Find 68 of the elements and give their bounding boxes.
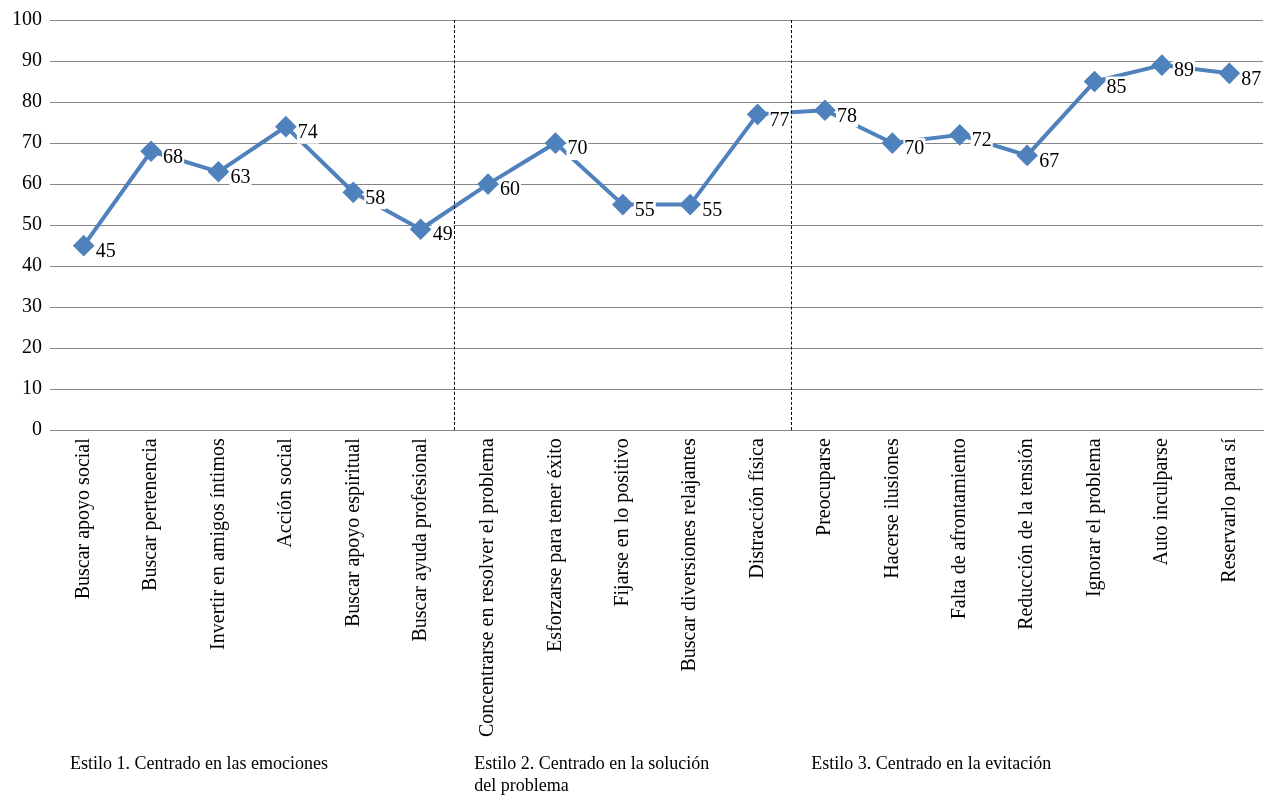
y-tick-label: 10 (22, 376, 42, 399)
point (612, 194, 633, 215)
text: Estilo 3. Centrado en la evitación (811, 752, 1053, 774)
x-tick-label: Fijarse en lo positivo (610, 438, 634, 607)
point (1084, 71, 1105, 92)
point (545, 133, 566, 154)
y-tick-label: 100 (12, 7, 42, 30)
data-label: 77 (769, 107, 790, 130)
y-tick-label: 70 (22, 130, 42, 153)
data-label: 63 (230, 165, 251, 188)
data-label: 72 (971, 128, 992, 151)
x-tick-label: Preocuparse (812, 438, 836, 536)
point (343, 182, 364, 203)
data-label: 49 (432, 222, 453, 245)
x-tick-label: Hacerse ilusiones (879, 438, 902, 579)
data-label: 70 (904, 136, 925, 159)
point (882, 133, 903, 154)
text: Estilo 2. Centrado en la solución del problema (474, 752, 711, 796)
x-tick-label: Buscar apoyo espiritual (340, 437, 364, 628)
point (275, 116, 296, 137)
x-tick-label: Acción social (273, 437, 296, 548)
point (208, 161, 229, 182)
point (680, 194, 701, 215)
y-tick-label: 60 (22, 171, 42, 194)
point (1219, 63, 1240, 84)
point (73, 235, 94, 256)
data-label: 74 (297, 119, 318, 142)
x-tick-label: Ignorar el problema (1081, 438, 1105, 598)
data-label: 78 (836, 103, 857, 126)
x-tick-label: Distracción física (744, 438, 767, 579)
point (141, 141, 162, 162)
data-label: 60 (500, 177, 521, 200)
point (478, 174, 499, 195)
x-tick-label: Buscar pertenencia (138, 438, 162, 591)
y-tick-label: 80 (22, 89, 42, 112)
x-tick-label: Invertir en amigos íntimos (205, 438, 229, 650)
y-tick-label: 20 (22, 335, 42, 358)
x-tick-label: Buscar diversiones relajantes (677, 438, 701, 672)
data-label: 55 (702, 197, 723, 220)
data-label: 70 (567, 136, 588, 159)
y-tick-label: 0 (32, 417, 42, 440)
point (949, 124, 970, 145)
data-label: 67 (1039, 148, 1060, 171)
data-label: 85 (1106, 74, 1127, 97)
x-tick-label: Reservarlo para sí (1216, 437, 1240, 583)
x-tick-label: Reducción de la tensión (1014, 438, 1037, 630)
y-tick-label: 50 (22, 212, 42, 235)
point (1017, 145, 1038, 166)
data-label: 55 (634, 197, 655, 220)
x-tick-label: Esforzarse para tener éxito (542, 438, 566, 653)
point (747, 104, 768, 125)
data-label: 87 (1241, 66, 1262, 89)
data-label: 58 (365, 185, 386, 208)
x-tick-label: Buscar ayuda profesional (407, 437, 431, 642)
point (814, 100, 835, 121)
y-tick-label: 90 (22, 48, 42, 71)
text: Estilo 1. Centrado en las emociones (70, 752, 329, 774)
x-tick-label: Buscar apoyo social (70, 437, 94, 600)
point (1151, 55, 1172, 76)
y-tick-label: 40 (22, 253, 42, 276)
point (410, 219, 431, 240)
data-label: 45 (95, 238, 116, 261)
x-tick-label: Auto inculparse (1149, 438, 1173, 566)
y-tick-label: 30 (22, 294, 42, 317)
x-tick-label: Falta de afrontamiento (947, 438, 969, 620)
data-label: 68 (163, 144, 184, 167)
data-label: 89 (1173, 58, 1194, 81)
x-tick-label: Concentrarse en resolver el problema (475, 438, 499, 738)
